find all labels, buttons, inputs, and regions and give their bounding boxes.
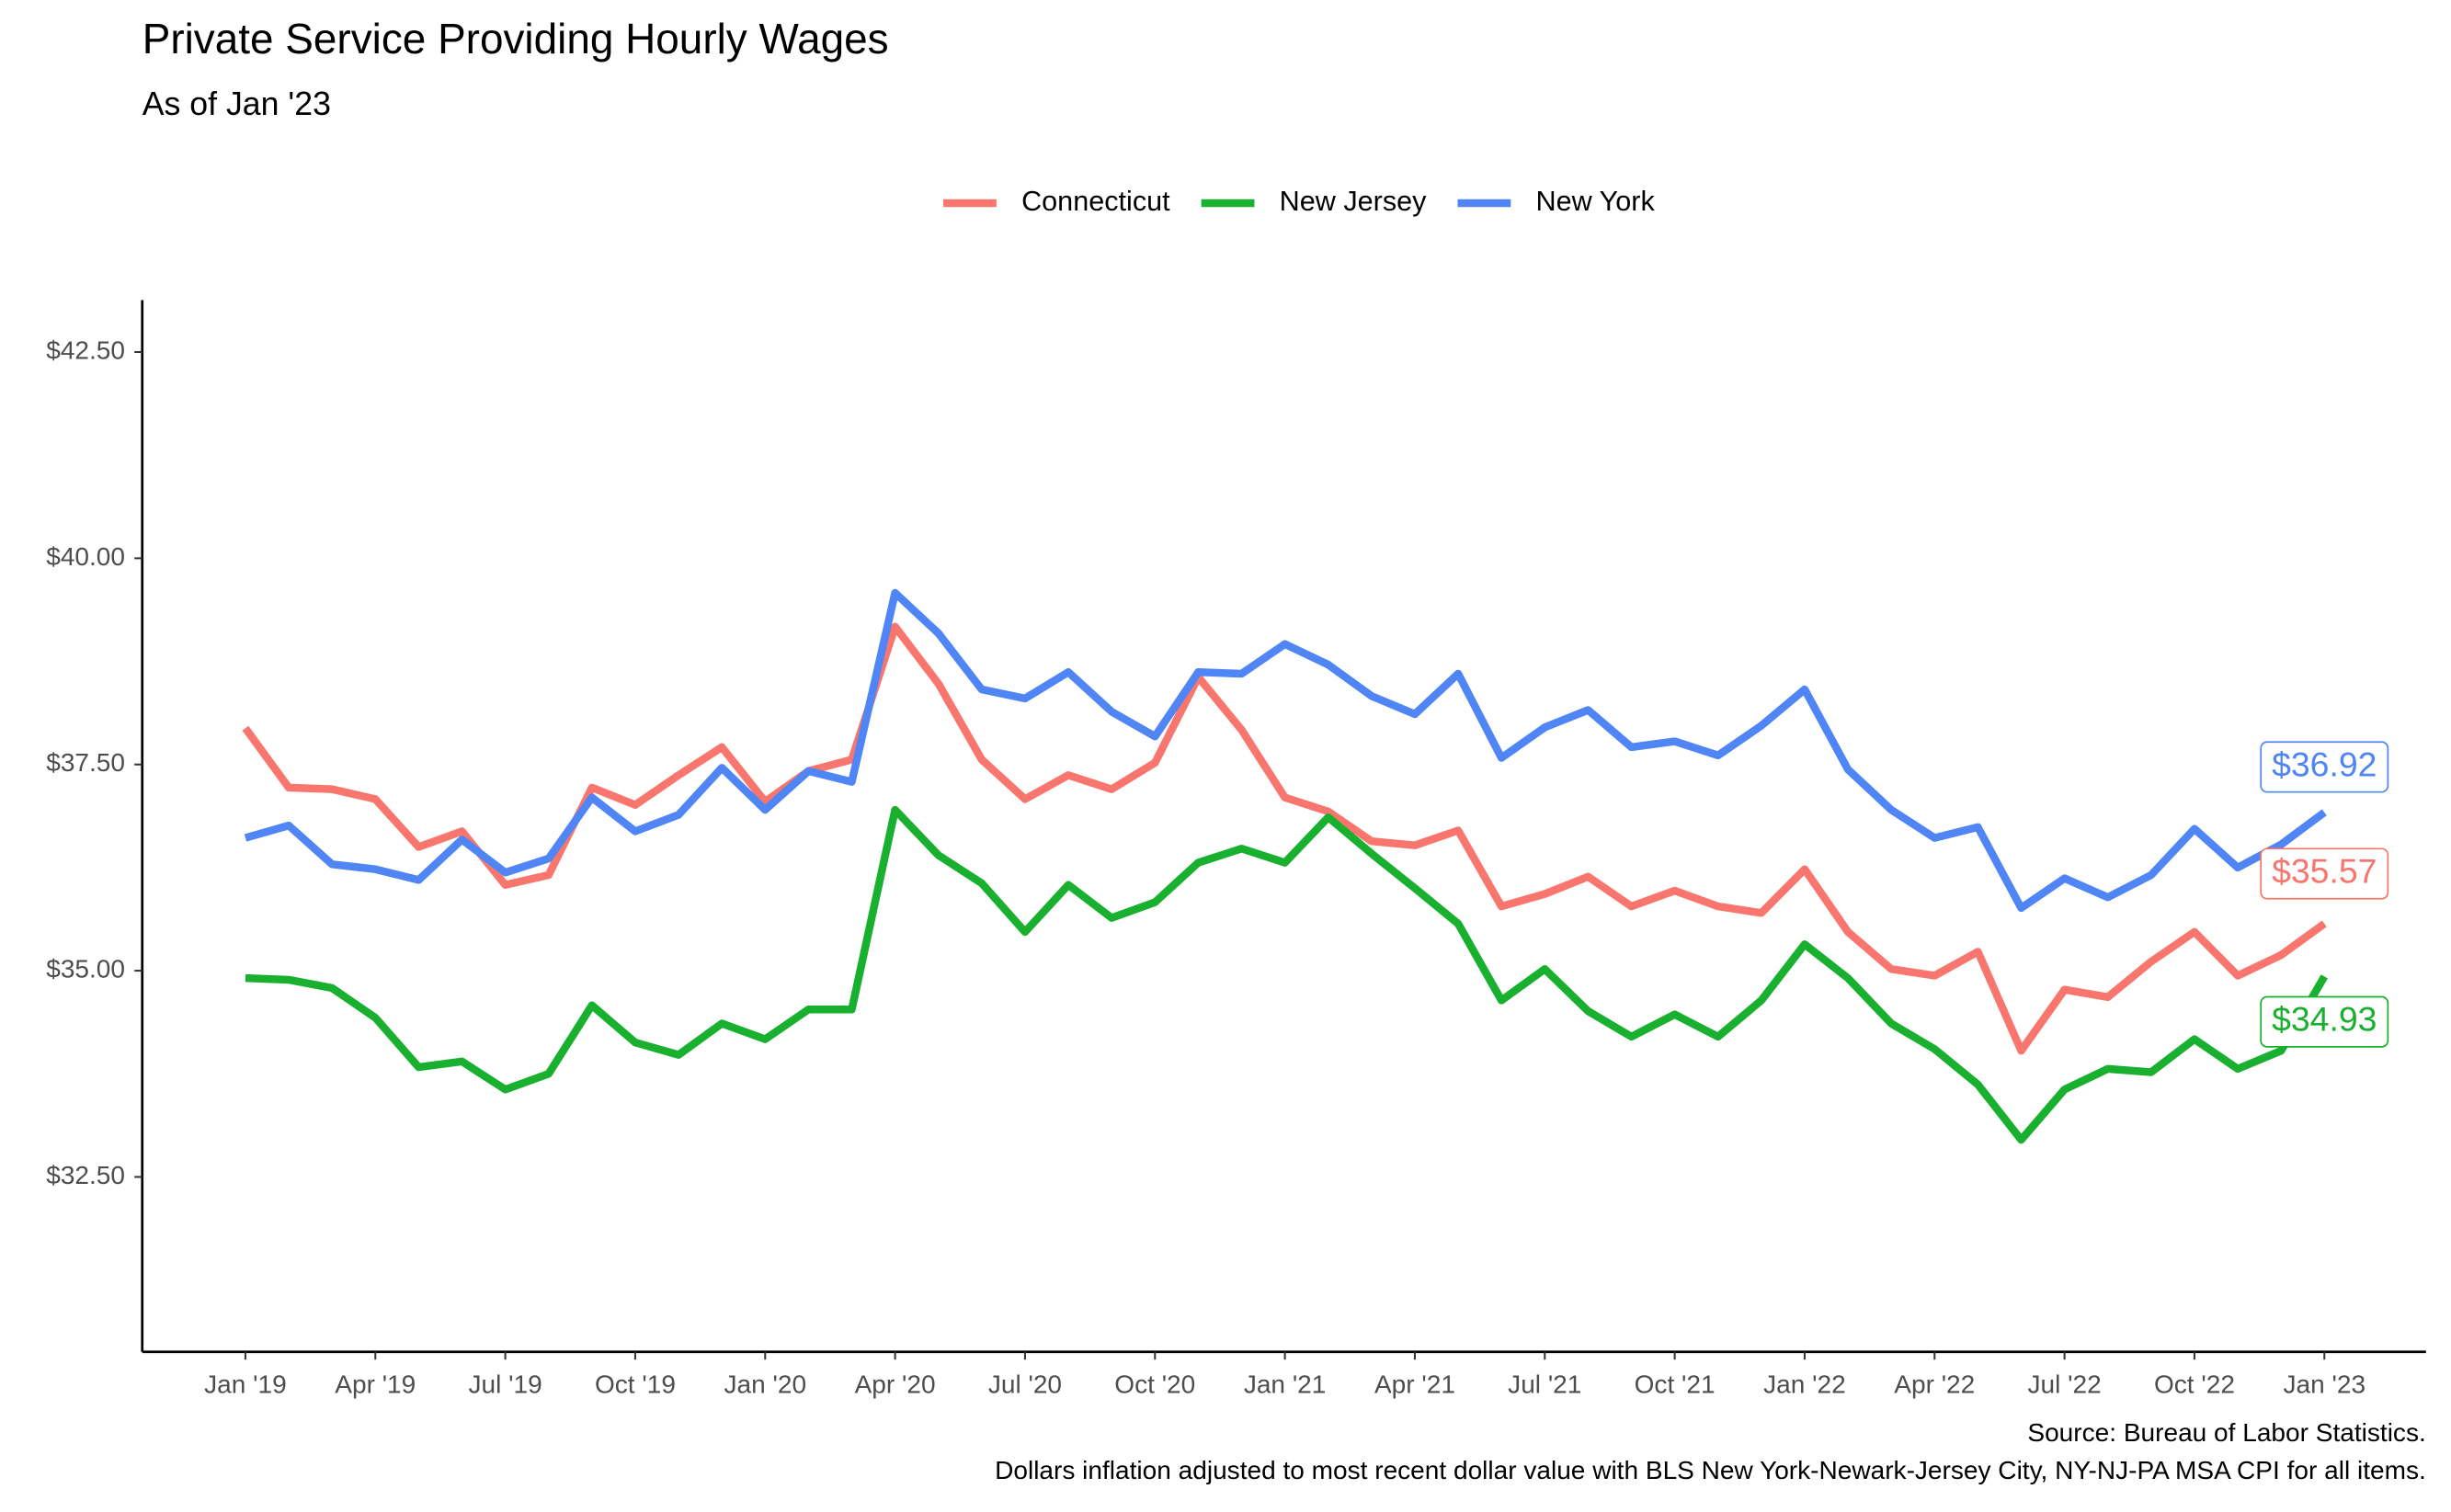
y-tick-label: $35.00 — [46, 954, 125, 983]
value-label-text: $34.93 — [2272, 1000, 2377, 1039]
line-series — [242, 622, 2327, 1055]
x-tick-label: Jul '20 — [988, 1370, 1062, 1399]
value-label: $36.92 — [2260, 741, 2389, 793]
caption: Dollars inflation adjusted to most recen… — [995, 1456, 2426, 1484]
x-tick-label: Oct '20 — [1114, 1370, 1195, 1399]
chart-subtitle: As of Jan '23 — [142, 85, 331, 122]
value-label: $35.57 — [2260, 847, 2389, 900]
x-tick-label: Apr '22 — [1894, 1370, 1975, 1399]
legend: Connecticut New Jersey New York — [943, 186, 1655, 217]
y-tick-label: $42.50 — [46, 335, 125, 364]
legend-label: New Jersey — [1280, 186, 1428, 217]
x-tick-label: Oct '21 — [1635, 1370, 1716, 1399]
x-tick-label: Jan '20 — [724, 1370, 806, 1399]
x-tick-label: Apr '19 — [335, 1370, 416, 1399]
x-tick-label: Jan '21 — [1244, 1370, 1327, 1399]
x-tick-label: Oct '19 — [595, 1370, 676, 1399]
value-label-text: $35.57 — [2272, 851, 2377, 890]
value-label-box — [2260, 847, 2389, 900]
x-tick-label: Jan '22 — [1763, 1370, 1846, 1399]
value-label-box — [2260, 995, 2389, 1048]
x-tick-label: Jul '22 — [2028, 1370, 2102, 1399]
line-series — [245, 805, 2328, 1144]
value-label-text: $36.92 — [2272, 745, 2377, 783]
x-tick-label: Jul '19 — [469, 1370, 542, 1399]
y-tick-label: $40.00 — [46, 542, 125, 571]
x-tick-label: Jul '21 — [1508, 1370, 1581, 1399]
line-series — [244, 588, 2327, 913]
caption: Source: Bureau of Labor Statistics. — [2027, 1418, 2425, 1447]
x-tick-label: Apr '20 — [855, 1370, 936, 1399]
x-tick-label: Jan '23 — [2283, 1370, 2366, 1399]
legend-label: New York — [1535, 186, 1655, 217]
y-tick-label: $32.50 — [46, 1161, 125, 1189]
x-tick-label: Jan '19 — [204, 1370, 287, 1399]
y-tick-label: $37.50 — [46, 748, 125, 777]
chart-title: Private Service Providing Hourly Wages — [142, 15, 889, 63]
value-label-box — [2260, 741, 2389, 793]
x-tick-label: Apr '21 — [1374, 1370, 1455, 1399]
value-label: $34.93 — [2260, 995, 2389, 1048]
x-tick-label: Oct '22 — [2154, 1370, 2235, 1399]
legend-label: Connecticut — [1021, 186, 1170, 217]
